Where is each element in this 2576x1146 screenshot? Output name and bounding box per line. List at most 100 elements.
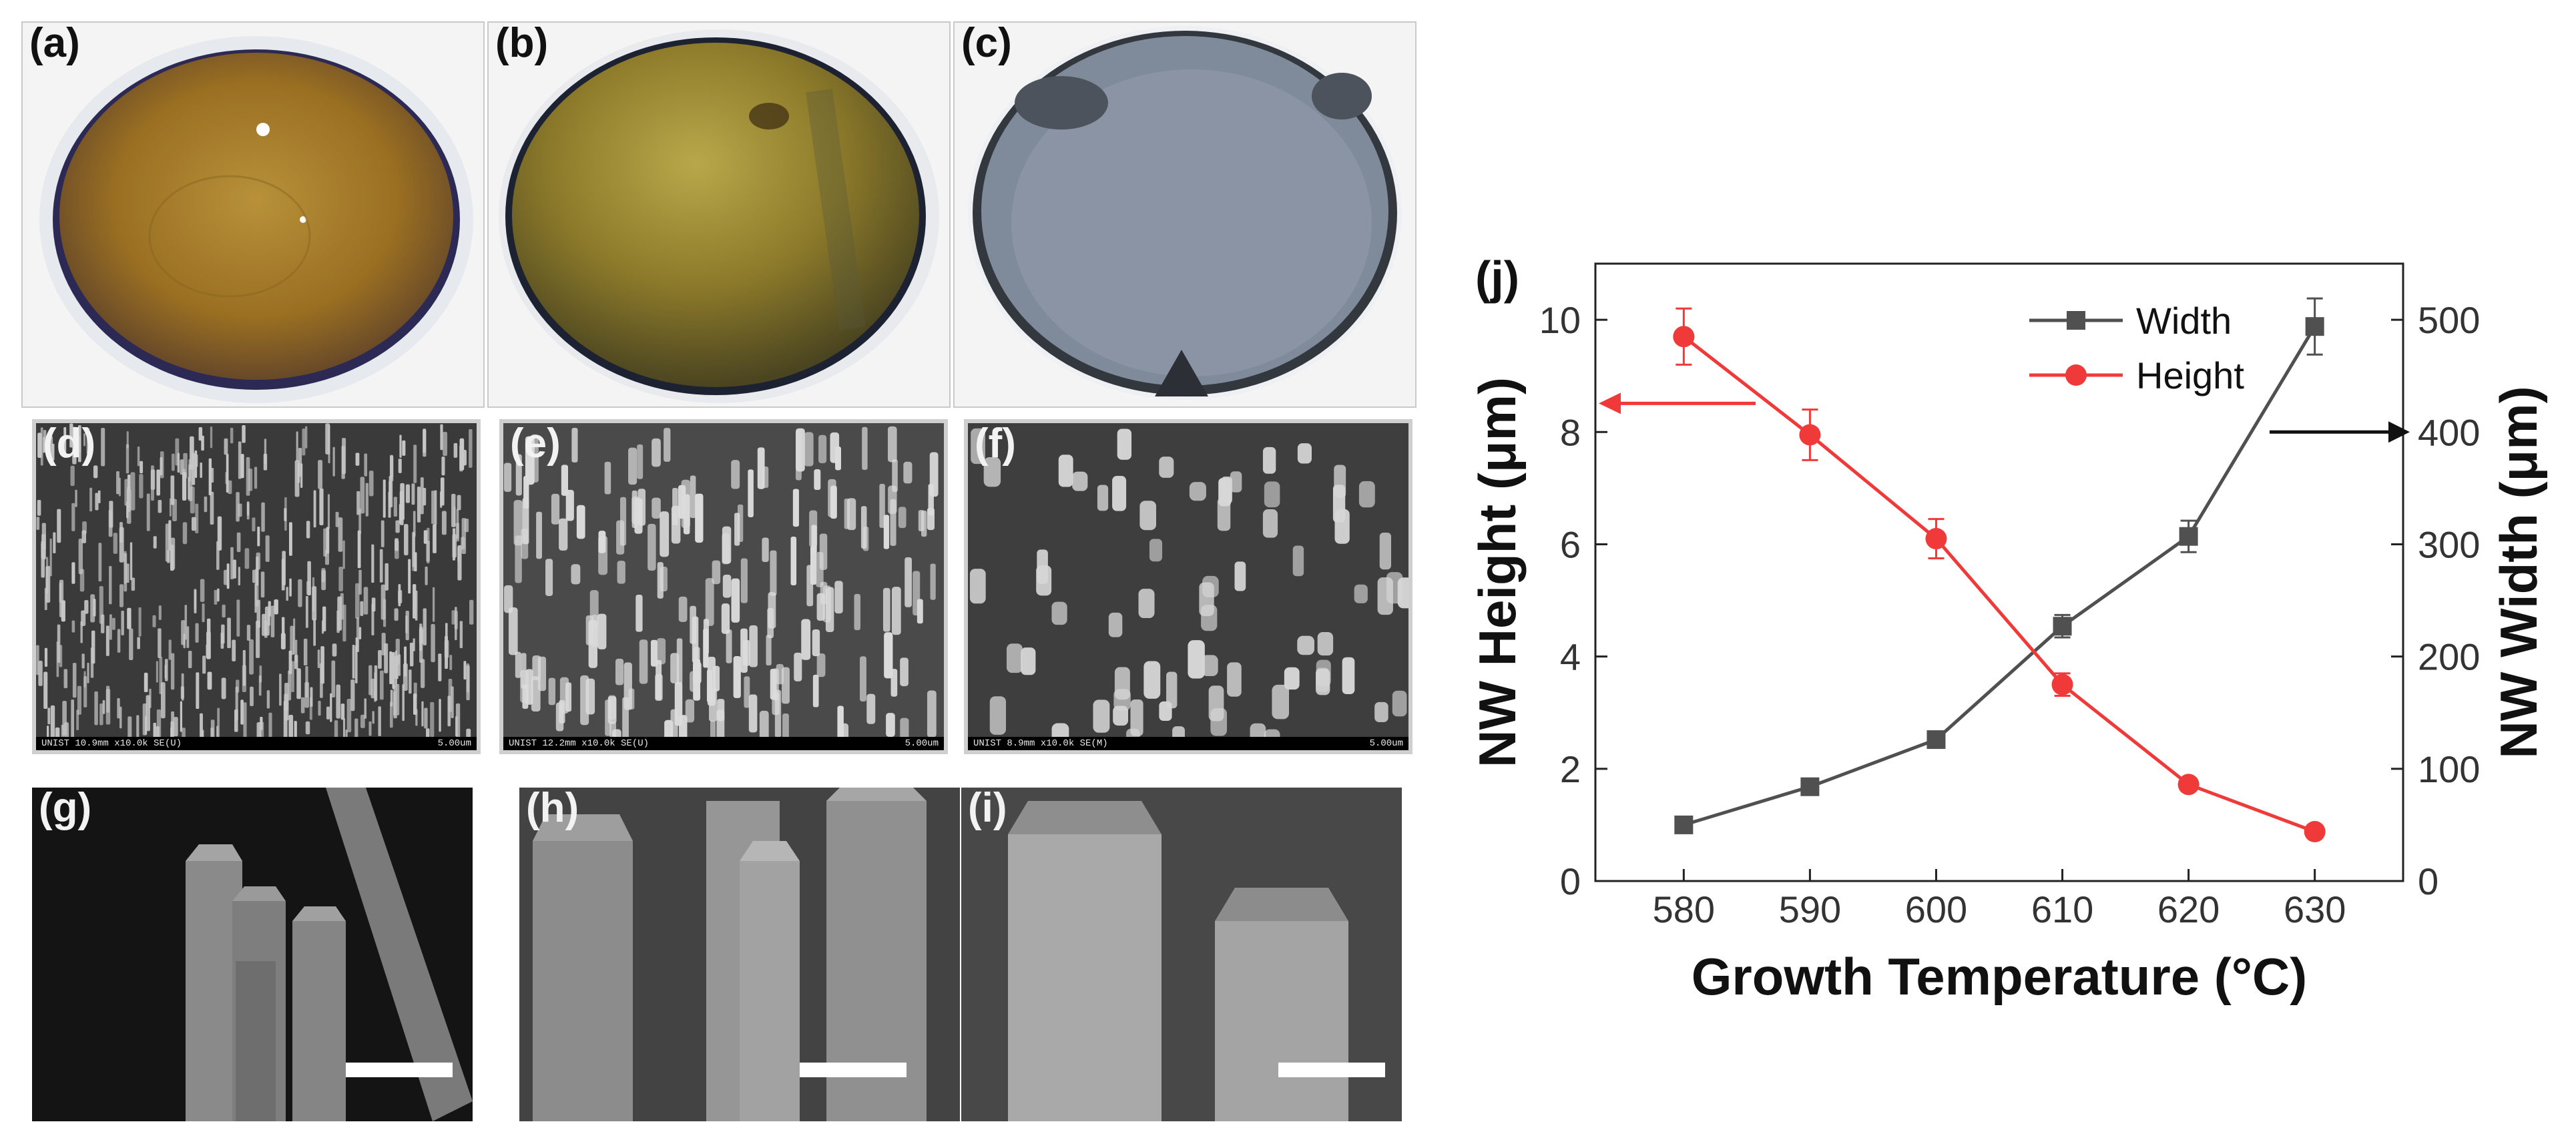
nanowire <box>341 445 345 479</box>
nanowire <box>318 701 321 716</box>
nanowire <box>927 690 937 737</box>
nanowire <box>900 657 909 687</box>
nanowire <box>461 537 465 550</box>
nanowire <box>345 730 348 737</box>
nanowire <box>53 532 56 553</box>
nanowire <box>417 487 421 523</box>
y-right-tick-label: 200 <box>2418 636 2480 678</box>
sem-closeup-g: (g) <box>32 788 473 1121</box>
nanowire <box>466 663 470 693</box>
nanowire <box>321 568 326 583</box>
nanowire <box>200 462 202 479</box>
nanowire <box>288 714 294 737</box>
nanowire <box>655 673 663 701</box>
y-left-tick-label: 0 <box>1560 860 1581 902</box>
nanowire <box>227 617 231 649</box>
nanowire <box>81 653 85 669</box>
nanowire <box>453 506 456 527</box>
nanowire <box>425 566 428 585</box>
nanowire <box>194 450 198 478</box>
nanowire <box>71 503 75 531</box>
nanowire <box>149 688 152 708</box>
nanowire <box>830 485 837 519</box>
nanowire <box>639 639 648 684</box>
nanowire <box>503 585 513 613</box>
nanowire <box>430 701 435 737</box>
nanowire <box>794 652 802 681</box>
y-right-tick-label: 0 <box>2418 860 2438 902</box>
nanowire <box>230 427 234 444</box>
nanowire <box>424 707 428 729</box>
nanowire <box>296 668 301 699</box>
nanowire <box>652 438 661 467</box>
nanowire <box>90 594 95 623</box>
nanowire <box>637 489 646 526</box>
nanowire <box>604 461 611 495</box>
nanowire <box>195 503 199 534</box>
nanowire <box>38 660 43 686</box>
nanowire <box>346 699 352 733</box>
nanowire <box>256 552 261 570</box>
nanowire <box>360 601 364 616</box>
nanowire <box>312 586 317 621</box>
nanowire <box>240 454 244 479</box>
nanowire <box>79 569 85 592</box>
nanowire <box>561 465 569 496</box>
nanowire <box>816 653 826 677</box>
nanowire <box>190 487 195 514</box>
plot-frame <box>1594 262 2404 882</box>
nanowire <box>288 650 292 675</box>
nanowire <box>320 646 324 684</box>
nanowire <box>1149 539 1163 562</box>
nanowire <box>280 633 286 649</box>
nanowire <box>119 706 122 729</box>
nanowire <box>399 504 402 524</box>
nanowire <box>336 684 341 719</box>
y-right-tick-label: 400 <box>2418 411 2480 453</box>
nanowire <box>412 531 415 567</box>
nanowire <box>113 533 117 554</box>
nanowire <box>818 435 827 463</box>
nanowire <box>109 566 112 605</box>
nanowire <box>47 707 51 725</box>
nanowire <box>95 493 99 511</box>
data-point-height <box>2304 821 2326 842</box>
nanowire <box>313 618 316 646</box>
nanowire <box>378 706 381 736</box>
panel-label-f: (f) <box>975 420 1016 467</box>
nanowire <box>220 632 224 649</box>
nanowire <box>631 490 637 529</box>
nanowire <box>825 587 834 633</box>
nanowire <box>274 599 278 615</box>
x-tick-label: 600 <box>1905 888 1967 930</box>
nanowire <box>1112 476 1127 511</box>
sem-closeup-i: (i) <box>961 788 1402 1121</box>
nanowire <box>384 643 389 673</box>
nanowire <box>294 721 297 737</box>
nanowire <box>170 727 173 737</box>
nanowire <box>210 491 214 525</box>
nanowire <box>767 607 774 639</box>
nanowire <box>860 656 866 701</box>
nanowire <box>1166 671 1178 709</box>
nanowire <box>186 626 190 648</box>
nanowire <box>443 431 448 457</box>
nanowire <box>93 465 98 479</box>
nanowire <box>571 564 581 585</box>
nanowire <box>363 587 368 615</box>
sem-info-left-e: UNIST 12.2mm x10.0k SE(U) <box>509 738 650 749</box>
nanowire <box>352 645 355 679</box>
nanowire <box>1334 509 1350 544</box>
nanowire <box>395 520 400 533</box>
nanowire <box>97 490 101 503</box>
nanowire <box>695 493 704 543</box>
nanowire <box>503 463 512 492</box>
nanowire <box>330 693 332 722</box>
nanowire <box>648 523 656 571</box>
nanowire <box>63 426 67 458</box>
nanowire <box>1072 471 1088 491</box>
nanowire <box>879 483 885 528</box>
nanowire <box>737 504 744 543</box>
nanowire <box>409 642 414 667</box>
nanowire <box>368 471 374 497</box>
